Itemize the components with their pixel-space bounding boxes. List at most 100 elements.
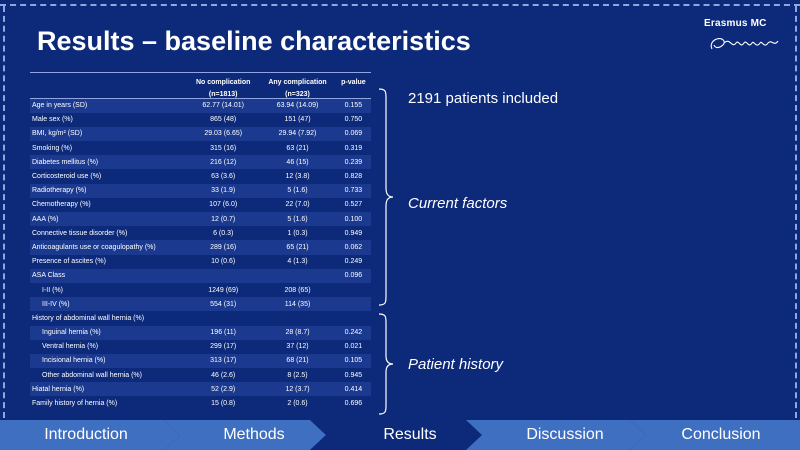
row-any-complication: 5 (1.6): [259, 212, 336, 227]
table-row: Connective tissue disorder (%) 6 (0.3) 1 (…: [30, 226, 371, 241]
nav-introduction[interactable]: Introduction: [44, 426, 128, 443]
row-p-value: 0.100: [335, 212, 371, 227]
patients-included-text: 2191 patients included: [408, 90, 559, 107]
row-label: Male sex (%): [30, 112, 188, 127]
table-row: I-II (%) 1249 (69) 208 (65): [30, 282, 371, 298]
table-body: Age in years (SD) 62.77 (14.01) 63.94 (14.…: [30, 98, 371, 411]
row-p-value: 0.527: [335, 197, 371, 212]
table-row: Other abdominal wall hernia (%) 46 (2.6) 8…: [30, 368, 371, 383]
row-p-value: 0.750: [335, 112, 371, 127]
row-no-complication: 52 (2.9): [187, 382, 260, 397]
row-label: Corticosteroid use (%): [30, 169, 188, 184]
row-p-value: 0.249: [335, 254, 371, 269]
row-no-complication: 62.77 (14.01): [187, 98, 260, 113]
erasmus-mc-logo: Erasmus MC: [704, 18, 784, 58]
row-label: ASA Class: [30, 268, 188, 283]
row-label: Chemotherapy (%): [30, 197, 188, 212]
row-any-complication: 12 (3.7): [259, 382, 336, 397]
table-row: Smoking (%) 315 (16) 63 (21) 0.319: [30, 141, 371, 156]
row-any-complication: 29.94 (7.92): [259, 126, 336, 142]
table-row: III-IV (%) 554 (31) 114 (35): [30, 297, 371, 312]
row-any-complication: [259, 311, 336, 326]
row-no-complication: 33 (1.9): [187, 183, 260, 198]
row-p-value: 0.062: [335, 240, 371, 255]
row-any-complication: 22 (7.0): [259, 197, 336, 212]
row-no-complication: 12 (0.7): [187, 212, 260, 227]
table-row: Family history of hernia (%) 15 (0.8) 2 (0…: [30, 396, 371, 411]
table-row: Male sex (%) 865 (48) 151 (47) 0.750: [30, 112, 371, 127]
row-label: Other abdominal wall hernia (%): [30, 368, 188, 383]
row-label: III-IV (%): [30, 297, 188, 312]
row-label: Inguinal hernia (%): [30, 325, 188, 340]
nav-discussion[interactable]: Discussion: [526, 426, 604, 443]
row-label: I-II (%): [30, 282, 188, 298]
table-row: Ventral hernia (%) 299 (17) 37 (12) 0.021: [30, 339, 371, 354]
patient-history-brace-icon: [378, 313, 394, 415]
logo-text: Erasmus MC: [704, 18, 767, 29]
row-no-complication: 6 (0.3): [187, 226, 260, 241]
row-no-complication: 216 (12): [187, 155, 260, 170]
row-no-complication: 289 (16): [187, 240, 260, 255]
row-no-complication: 196 (11): [187, 325, 260, 340]
nav-methods[interactable]: Methods: [223, 426, 285, 443]
row-p-value: 0.949: [335, 226, 371, 241]
row-label: Incisional hernia (%): [30, 353, 188, 369]
row-any-complication: 208 (65): [259, 282, 336, 298]
table-row: Corticosteroid use (%) 63 (3.6) 12 (3.8) 0.…: [30, 169, 371, 184]
row-label: Diabetes mellitus (%): [30, 155, 188, 170]
row-label: Radiotherapy (%): [30, 183, 188, 198]
row-label: Family history of hernia (%): [30, 396, 188, 411]
row-label: Anticoagulants use or coagulopathy (%): [30, 240, 188, 255]
row-any-complication: 1 (0.3): [259, 226, 336, 241]
header-p-value-2: [335, 85, 371, 99]
row-label: BMI, kg/m² (SD): [30, 126, 188, 142]
row-any-complication: 28 (8.7): [259, 325, 336, 340]
row-label: Connective tissue disorder (%): [30, 226, 188, 241]
row-p-value: 0.733: [335, 183, 371, 198]
row-no-complication: [187, 311, 260, 326]
table-header-row-2: (n=1813) (n=323): [30, 85, 371, 99]
row-any-complication: 5 (1.6): [259, 183, 336, 198]
row-p-value: [335, 297, 371, 312]
slide-right-border: [795, 6, 797, 418]
row-p-value: 0.696: [335, 396, 371, 411]
row-no-complication: 299 (17): [187, 339, 260, 354]
row-no-complication: 63 (3.6): [187, 169, 260, 184]
row-label: Hiatal hernia (%): [30, 382, 188, 397]
row-no-complication: 1249 (69): [187, 282, 260, 298]
nav-results[interactable]: Results: [383, 426, 437, 443]
row-no-complication: 15 (0.8): [187, 396, 260, 411]
header-no-complication: No complication: [187, 72, 260, 86]
table-row: Chemotherapy (%) 107 (6.0) 22 (7.0) 0.527: [30, 197, 371, 212]
row-any-complication: 12 (3.8): [259, 169, 336, 184]
table-row: Presence of ascites (%) 10 (0.6) 4 (1.3) 0.…: [30, 254, 371, 269]
row-no-complication: 313 (17): [187, 353, 260, 369]
table-row: Diabetes mellitus (%) 216 (12) 46 (15) 0.23…: [30, 155, 371, 170]
slide-top-border: [0, 4, 800, 6]
row-any-complication: 68 (21): [259, 353, 336, 369]
row-any-complication: 2 (0.6): [259, 396, 336, 411]
header-label-2: [30, 85, 188, 99]
row-p-value: 0.069: [335, 126, 371, 142]
table-row: Incisional hernia (%) 313 (17) 68 (21) 0.10…: [30, 353, 371, 369]
header-p-value: p-value: [335, 72, 371, 86]
current-factors-brace-icon: [378, 88, 394, 306]
row-label: Presence of ascites (%): [30, 254, 188, 269]
table-header-row: No complication Any complication p-value: [30, 72, 371, 86]
row-label: AAA (%): [30, 212, 188, 227]
row-no-complication: 107 (6.0): [187, 197, 260, 212]
table-row: History of abdominal wall hernia (%): [30, 311, 371, 326]
row-no-complication: 29.03 (6.65): [187, 126, 260, 142]
row-any-complication: 63 (21): [259, 141, 336, 156]
header-no-complication-n: (n=1813): [187, 85, 260, 99]
table-row: Age in years (SD) 62.77 (14.01) 63.94 (14.…: [30, 98, 371, 113]
row-p-value: [335, 282, 371, 298]
row-label: Ventral hernia (%): [30, 339, 188, 354]
section-navigation: Introduction Methods Results Discussion …: [0, 420, 800, 450]
row-p-value: 0.021: [335, 339, 371, 354]
row-p-value: 0.414: [335, 382, 371, 397]
logo-script-icon: [710, 38, 779, 50]
table-row: AAA (%) 12 (0.7) 5 (1.6) 0.100: [30, 212, 371, 227]
nav-conclusion[interactable]: Conclusion: [681, 426, 761, 443]
row-p-value: 0.239: [335, 155, 371, 170]
